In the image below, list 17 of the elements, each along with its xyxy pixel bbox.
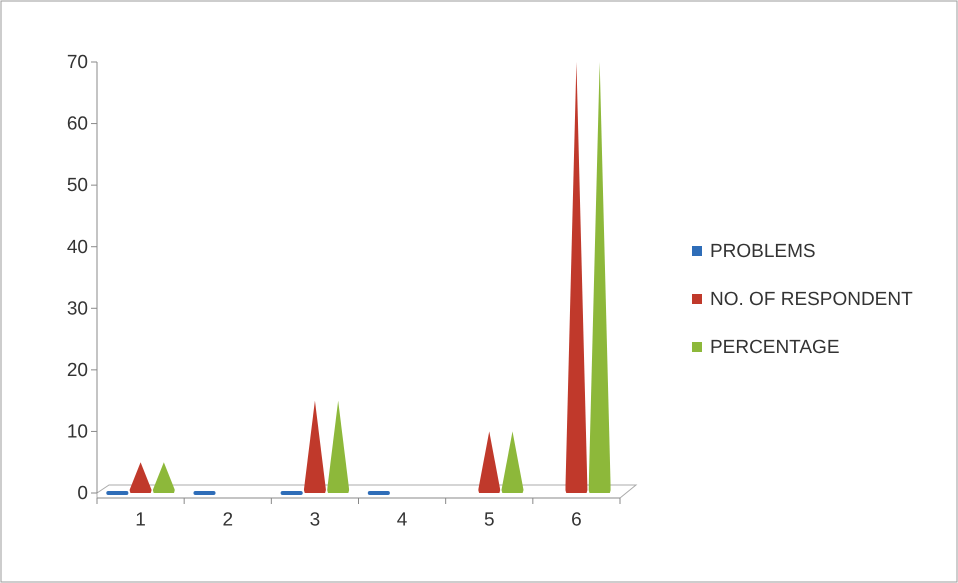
x-tick-label: 2 xyxy=(222,510,234,531)
x-tick-label: 5 xyxy=(484,510,495,531)
y-tick-label: 0 xyxy=(77,483,88,504)
y-tick-label: 20 xyxy=(66,360,88,381)
legend-label: NO. OF RESPONDENT xyxy=(710,289,914,310)
y-tick-label: 60 xyxy=(66,114,88,135)
x-tick-label: 3 xyxy=(310,510,320,531)
x-tick-label: 4 xyxy=(396,510,408,531)
y-tick-label: 10 xyxy=(66,422,88,443)
legend-label: PERCENTAGE xyxy=(710,337,840,358)
y-tick-label: 70 xyxy=(66,52,88,74)
y-tick-label: 40 xyxy=(66,236,88,258)
x-tick-label: 1 xyxy=(135,510,146,531)
x-tick-label: 6 xyxy=(571,510,582,531)
legend-label: PROBLEMS xyxy=(710,241,816,262)
y-tick-label: 50 xyxy=(66,175,88,196)
y-tick-label: 30 xyxy=(66,298,88,320)
